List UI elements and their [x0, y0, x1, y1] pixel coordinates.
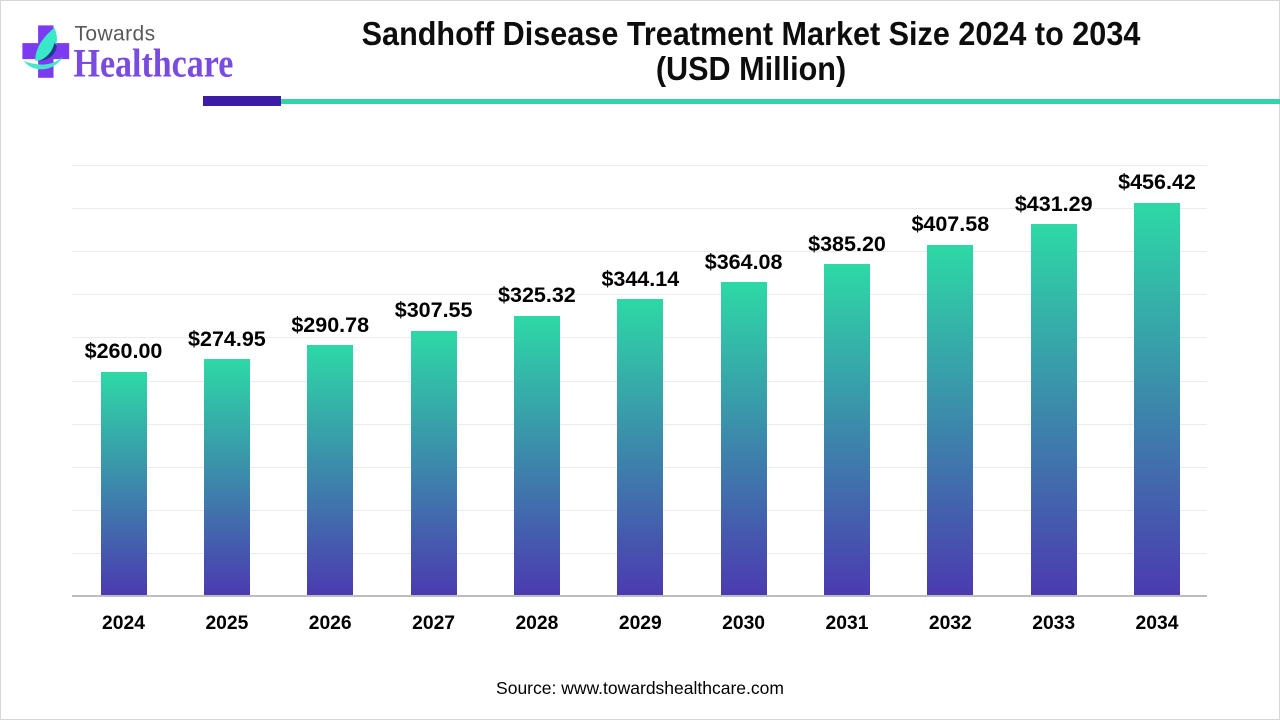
- svg-text:Healthcare: Healthcare: [74, 42, 234, 86]
- svg-text:Towards: Towards: [75, 23, 156, 46]
